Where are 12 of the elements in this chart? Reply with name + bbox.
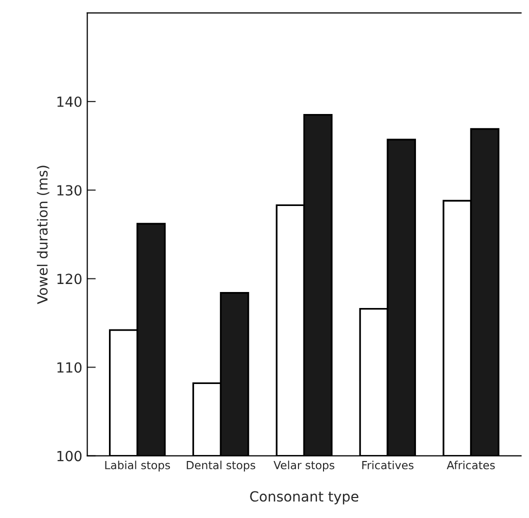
x-tick-label: Dental stops <box>186 460 256 472</box>
x-axis-title: Consonant type <box>250 491 358 504</box>
y-axis-title: Vowel duration (ms) <box>36 166 50 304</box>
x-tick-label: Labial stops <box>105 460 170 472</box>
y-tick-label: 120 <box>57 274 82 284</box>
y-tick-label: 100 <box>57 450 82 462</box>
x-tick-label: Velar stops <box>274 460 334 472</box>
x-tick-label: Fricatives <box>362 460 414 470</box>
y-tick-label: 140 <box>57 96 82 107</box>
x-tick-label: Africates <box>446 460 495 470</box>
y-tick-label: 130 <box>57 185 82 196</box>
y-tick-label: 110 <box>57 362 82 373</box>
